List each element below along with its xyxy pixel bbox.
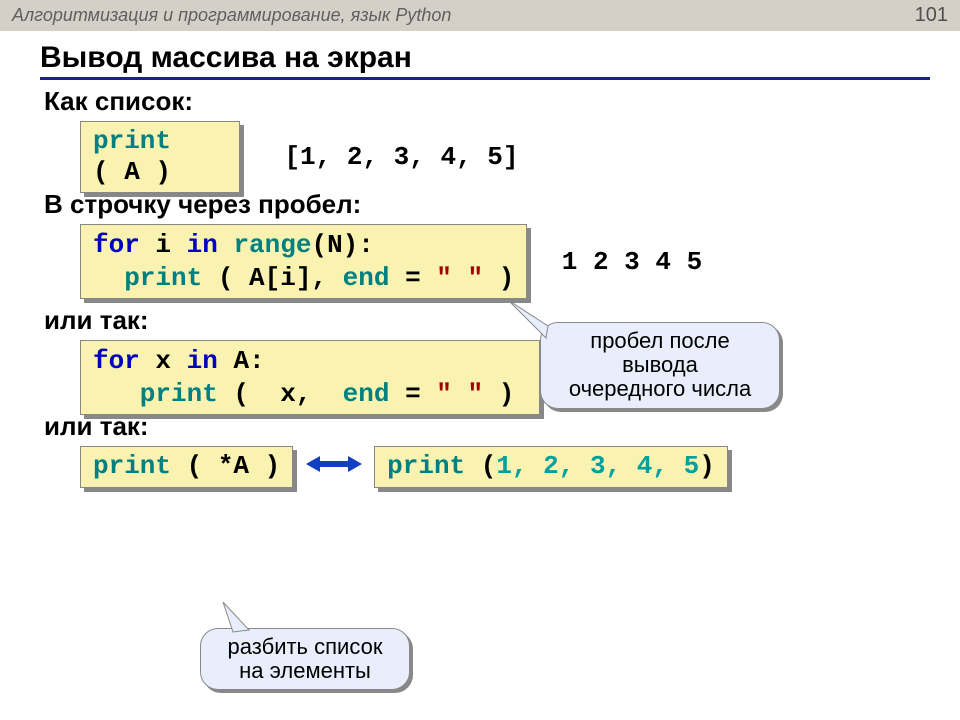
callout-line: разбить список — [215, 635, 395, 659]
code-box-4: print ( *A ) — [80, 446, 293, 487]
nums: 1, 2, 3, 4, 5 — [496, 451, 699, 481]
kw-for: for — [93, 230, 140, 260]
kw-end: end — [343, 379, 390, 409]
code-box-2: for i in range(N): print ( A[i], end = "… — [80, 224, 527, 299]
section-4-label: или так: — [44, 411, 930, 442]
section-2-label: В строчку через пробел: — [44, 189, 930, 220]
output-1: [1, 2, 3, 4, 5] — [284, 142, 518, 172]
kw-end: end — [343, 263, 390, 293]
callout-tail-icon — [508, 300, 558, 340]
code-box-3: for x in A: print ( x, end = " " ) — [80, 340, 540, 415]
code-box-5: print (1, 2, 3, 4, 5) — [374, 446, 728, 487]
kw-print: print — [93, 379, 218, 409]
kw-print: print — [93, 126, 171, 156]
row-3: for x in A: print ( x, end = " " ) 1 2 3… — [80, 340, 930, 415]
callout-line: пробел после — [555, 329, 765, 353]
callout-line: на элементы — [215, 659, 395, 683]
kw-print: print — [93, 263, 202, 293]
row-2: for i in range(N): print ( A[i], end = "… — [80, 224, 930, 299]
kw-print: print — [93, 451, 171, 481]
str-space: " " — [436, 379, 483, 409]
course-title: Алгоритмизация и программирование, язык … — [12, 5, 451, 26]
kw-for: for — [93, 346, 140, 376]
callout-space: пробел после вывода очередного числа — [540, 322, 780, 409]
kw-range: range — [218, 230, 312, 260]
slide-content: Вывод массива на экран Как список: print… — [0, 41, 960, 488]
row-4: print ( *A ) print (1, 2, 3, 4, 5) — [80, 446, 930, 487]
output-2: 1 2 3 4 5 — [562, 247, 702, 277]
callout-line: вывода — [555, 353, 765, 377]
page-number: 101 — [915, 4, 948, 27]
str-space: " " — [436, 263, 483, 293]
kw-print: print — [387, 451, 465, 481]
callout-line: очередного числа — [555, 377, 765, 401]
section-1-label: Как список: — [44, 86, 930, 117]
slide-title: Вывод массива на экран — [40, 41, 930, 80]
row-1: print ( A ) [1, 2, 3, 4, 5] — [80, 121, 930, 193]
code-box-1: print ( A ) — [80, 121, 240, 193]
callout-tail-icon — [215, 602, 255, 636]
callout-unpack: разбить список на элементы — [200, 628, 410, 690]
section-3-label: или так: — [44, 305, 930, 336]
code-arg: ( A ) — [93, 157, 171, 187]
kw-in: in — [187, 346, 218, 376]
double-arrow-icon — [306, 451, 362, 482]
kw-in: in — [187, 230, 218, 260]
header-bar: Алгоритмизация и программирование, язык … — [0, 0, 960, 31]
